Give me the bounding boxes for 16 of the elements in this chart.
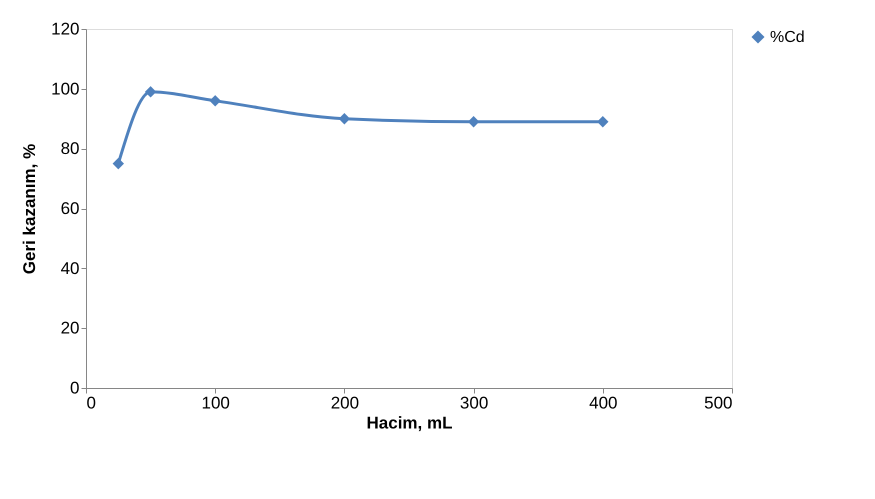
y-tick-label: 80: [60, 139, 80, 158]
y-tick-label: 40: [60, 258, 80, 278]
x-tick-label: 300: [460, 394, 488, 412]
y-tick-label: 60: [60, 199, 80, 218]
y-tick-label: 100: [51, 79, 80, 98]
x-tick-label: 200: [330, 394, 360, 412]
y-tick-label: 120: [51, 20, 80, 38]
y-tick-label: 20: [60, 318, 80, 338]
y-axis-title: Geri kazanım, %: [20, 144, 40, 274]
x-tick-label: 100: [202, 394, 230, 412]
legend-label: %Cd: [770, 29, 805, 46]
x-tick-label: 0: [86, 394, 96, 412]
x-axis-title: Hacim, mL: [366, 414, 452, 432]
y-tick-label: 0: [70, 378, 80, 398]
x-tick-label: 500: [704, 394, 732, 412]
x-tick-label: 400: [589, 394, 618, 412]
